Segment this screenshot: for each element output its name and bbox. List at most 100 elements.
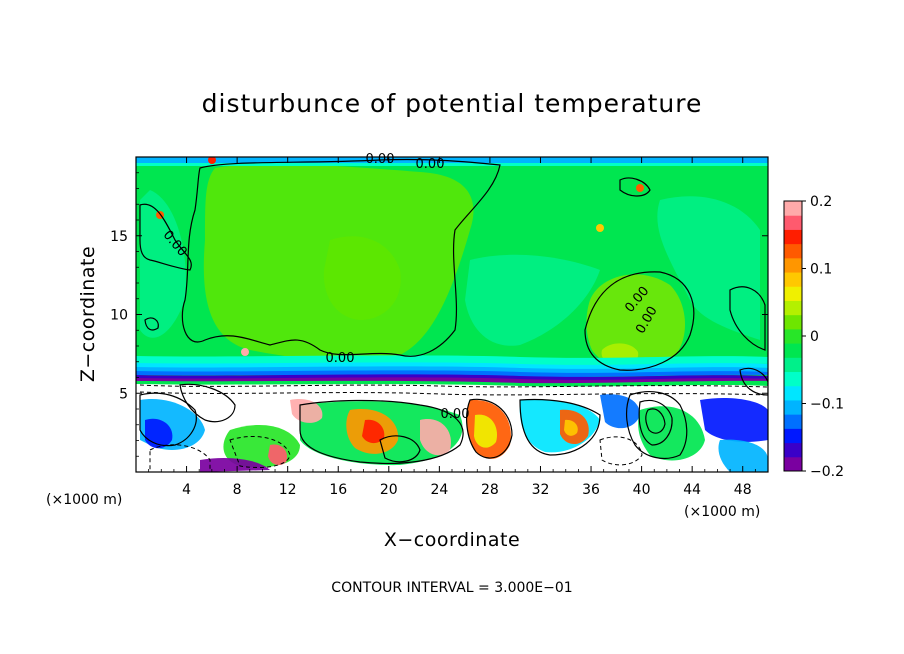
y-axis-label: Z−coordinate [77,246,99,382]
x-tick-label-4: 20 [380,482,398,498]
turbulent-cell-8 [474,414,498,448]
colorbar-tick-label-0: 0.2 [810,194,832,210]
y-tick-label-1: 10 [110,308,128,324]
colorbar-swatch-0 [784,456,802,472]
colorbar-swatch-6 [784,371,802,387]
warm-lobe-3 [657,196,760,340]
x-tick-label-5: 24 [430,482,448,498]
colorbar-swatch-17 [784,215,802,230]
colorbar-swatch-9 [784,328,802,344]
contour-13 [645,408,666,434]
top-layer [136,157,768,163]
colorbar-swatch-14 [784,257,802,273]
contour-8 [299,399,464,464]
colorbar-swatch-16 [784,229,802,245]
contour-0 [181,158,501,357]
turbulent-cell-17 [200,458,270,472]
colorbar-tick-label-4: −0.2 [810,464,844,480]
contour-11 [625,391,688,459]
x-tick-label-2: 12 [279,482,297,498]
contour-interval-note: CONTOUR INTERVAL = 3.000E−01 [331,580,572,596]
contour-15 [179,383,236,423]
turbulent-cell-13 [638,406,705,461]
x-tick-label-10: 44 [683,482,701,498]
turbulent-cell-16 [268,444,288,466]
colorbar-swatch-7 [784,357,802,373]
colorbar [783,200,803,472]
contour-20 [379,435,421,463]
turbulent-cell-10 [600,394,640,429]
x-tick-label-3: 16 [329,482,347,498]
turbulent-cell-15 [718,439,768,472]
colorbar-swatch-11 [784,300,802,316]
colorbar-ticks: 0.2 0.1 0 −0.1 −0.2 [802,194,844,480]
inversion-band-2 [136,366,768,375]
warm-speck-4 [208,157,216,164]
colorbar-swatch-15 [784,243,802,259]
x-tick-label-8: 36 [582,482,600,498]
contour-label-2: 0.00 [326,351,355,366]
inversion-band-3 [136,370,768,378]
colorbar-swatch-2 [784,428,802,444]
colorbar-tick-label-2: 0 [810,329,819,345]
x-axis-label: X−coordinate [384,529,520,551]
contour-16 [739,367,768,396]
warm-speck-2 [596,224,604,232]
colorbar-swatch-4 [784,399,802,415]
contour-19 [599,436,643,466]
x-unit-right: (×1000 m) [684,504,760,520]
chart-title: disturbunce of potential temperature [202,89,703,118]
contour-12 [638,399,673,446]
x-tick-label-6: 28 [481,482,499,498]
contour-9 [466,398,513,459]
turbulent-cell-14 [700,398,768,442]
contour-1 [139,203,192,271]
temperature-field [136,157,768,472]
contour-label-5: 0.00 [441,407,470,422]
colorbar-swatch-8 [784,343,802,358]
colorbar-swatch-1 [784,442,802,458]
colorbar-swatch-10 [784,314,802,330]
inversion-band-5 [136,377,768,384]
x-tick-label-1: 8 [233,482,242,498]
contour-label-0: 0.00 [366,152,395,167]
x-tick-label-9: 40 [633,482,651,498]
inversion-band-1 [136,362,768,371]
y-tick-label-0: 5 [119,386,128,402]
warm-lobe-4 [586,274,685,368]
contour-3 [584,271,695,371]
warm-lobe-6 [323,236,401,320]
colorbar-swatch-18 [784,201,802,216]
turbulent-cell-6 [420,419,451,456]
warm-speck-1 [241,348,249,356]
x-tick-label-0: 4 [182,482,191,498]
contour-2 [144,317,159,331]
colorbar-swatch-5 [784,385,802,401]
x-axis-ticks: 4 8 12 16 20 24 28 32 36 40 44 48 [148,157,756,498]
turbulent-cell-3 [145,418,173,449]
y-axis-ticks: 5 10 15 [110,172,768,457]
turbulent-cell-18 [290,399,323,423]
contour-label-1: 0.00 [416,157,445,172]
contour-lines [139,158,768,472]
turbulent-cell-12 [564,419,578,436]
colorbar-tick-label-1: 0.1 [810,262,832,278]
x-tick-label-7: 32 [532,482,550,498]
x-unit-left: (×1000 m) [46,492,122,508]
colorbar-swatch-3 [784,414,802,429]
contour-5 [729,286,766,351]
contour-6 [139,384,768,388]
contour-14 [139,392,197,447]
turbulent-cell-5 [362,419,385,444]
contour-18 [229,436,291,469]
warm-speck-3 [636,184,644,192]
top-layer-edge [136,163,768,166]
warm-lobe-2 [465,254,600,346]
y-tick-label-2: 15 [110,229,128,245]
contour-10 [519,398,601,456]
colorbar-swatch-13 [784,272,802,287]
contour-17 [149,444,211,472]
x-tick-label-11: 48 [734,482,752,498]
colorbar-tick-label-3: −0.1 [810,397,844,413]
